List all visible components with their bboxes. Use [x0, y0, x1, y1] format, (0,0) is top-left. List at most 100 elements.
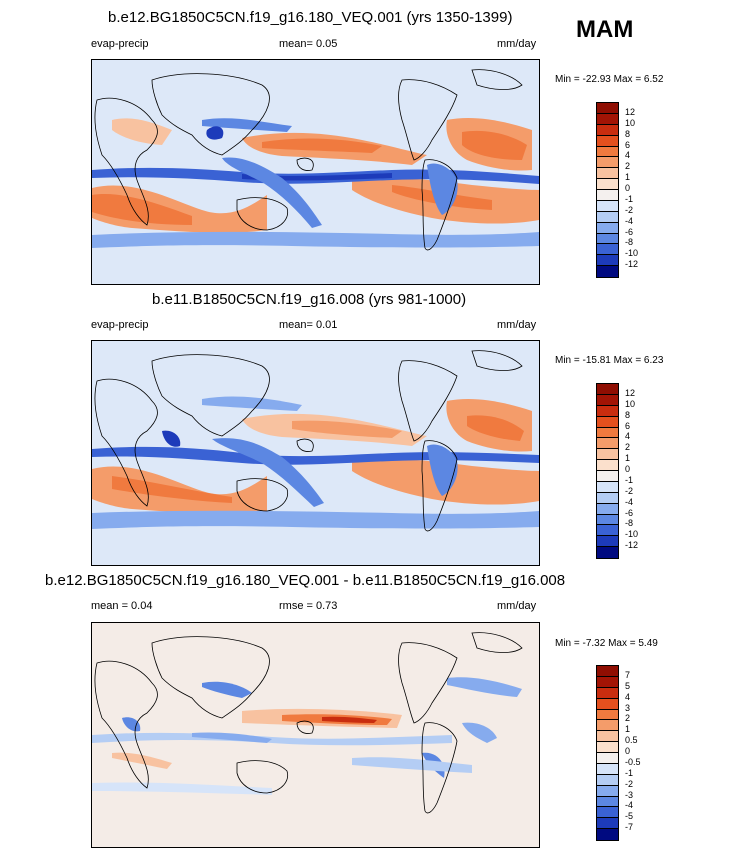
panel-2-colorbar: [596, 383, 619, 559]
colorbar-swatch: [597, 481, 618, 493]
panel-1-map: [91, 59, 540, 285]
colorbar-swatch: [597, 211, 618, 223]
panel-3-map: [91, 622, 540, 848]
colorbar-tick-label: 4: [625, 431, 631, 442]
colorbar-tick-label: -1: [625, 193, 634, 204]
panel-2-minmax: Min = -15.81 Max = 6.23: [555, 355, 664, 366]
colorbar-swatch: [597, 536, 618, 548]
colorbar-swatch: [597, 460, 618, 471]
colorbar-swatch: [597, 807, 618, 819]
panel-1-mean-label: mean= 0.05: [279, 38, 338, 50]
colorbar-tick-label: -1: [625, 767, 634, 778]
colorbar-swatch: [597, 190, 618, 201]
colorbar-tick-label: -4: [625, 496, 634, 507]
colorbar-swatch: [597, 731, 618, 743]
colorbar-tick-label: -6: [625, 226, 634, 237]
colorbar-swatch: [597, 514, 618, 526]
colorbar-swatch: [597, 547, 618, 558]
colorbar-swatch: [597, 255, 618, 267]
panel-2-variable-label: evap-precip: [91, 319, 149, 331]
colorbar-tick-label: 1: [625, 724, 631, 735]
colorbar-tick-label: 4: [625, 150, 631, 161]
colorbar-swatch: [597, 427, 618, 439]
colorbar-swatch: [597, 774, 618, 786]
colorbar-swatch: [597, 666, 618, 677]
colorbar-tick-label: 7: [625, 669, 631, 680]
colorbar-swatch: [597, 676, 618, 688]
colorbar-swatch: [597, 471, 618, 482]
colorbar-tick-label: -3: [625, 789, 634, 800]
colorbar-swatch: [597, 266, 618, 277]
colorbar-tick-label: -0.5: [625, 756, 641, 767]
colorbar-tick-label: -4: [625, 800, 634, 811]
panel-3-mean-label: mean = 0.04: [91, 600, 153, 612]
colorbar-swatch: [597, 222, 618, 234]
panel-1-minmax: Min = -22.93 Max = 6.52: [555, 74, 664, 85]
panel-2-title: b.e11.B1850C5CN.f19_g16.008 (yrs 981-100…: [152, 291, 467, 308]
panel-1-units-label: mm/day: [497, 38, 537, 50]
colorbar-swatch: [597, 785, 618, 797]
colorbar-tick-label: 10: [625, 398, 636, 409]
colorbar-swatch: [597, 405, 618, 417]
colorbar-swatch: [597, 763, 618, 775]
colorbar-tick-label: 1: [625, 453, 631, 464]
colorbar-tick-label: 2: [625, 442, 631, 453]
panel-1-variable-label: evap-precip: [91, 38, 149, 50]
season-label: MAM: [576, 16, 634, 43]
colorbar-tick-label: 0: [625, 464, 631, 474]
colorbar-tick-label: -10: [625, 529, 639, 540]
colorbar-swatch: [597, 438, 618, 450]
panel-2-mean-label: mean= 0.01: [279, 319, 338, 331]
colorbar-swatch: [597, 135, 618, 147]
colorbar-swatch: [597, 742, 618, 753]
panel-2-units-label: mm/day: [497, 319, 537, 331]
colorbar-tick-label: -2: [625, 485, 634, 496]
colorbar-tick-label: 10: [625, 117, 636, 128]
colorbar-swatch: [597, 146, 618, 158]
colorbar-swatch: [597, 124, 618, 136]
colorbar-tick-label: -6: [625, 507, 634, 518]
panel-1-colorbar: [596, 102, 619, 278]
colorbar-swatch: [597, 416, 618, 428]
colorbar-swatch: [597, 687, 618, 699]
colorbar-tick-label: -12: [625, 259, 639, 270]
colorbar-tick-label: 2: [625, 713, 631, 724]
colorbar-swatch: [597, 157, 618, 169]
colorbar-swatch: [597, 698, 618, 710]
colorbar-swatch: [597, 709, 618, 721]
colorbar-tick-label: 3: [625, 702, 631, 713]
colorbar-tick-label: 6: [625, 420, 631, 431]
colorbar-swatch: [597, 525, 618, 537]
colorbar-tick-label: 5: [625, 680, 631, 691]
colorbar-tick-label: -5: [625, 811, 634, 822]
colorbar-tick-label: -12: [625, 540, 639, 551]
colorbar-swatch: [597, 179, 618, 190]
colorbar-swatch: [597, 103, 618, 114]
colorbar-tick-label: -2: [625, 204, 634, 215]
colorbar-tick-label: -1: [625, 474, 634, 485]
colorbar-swatch: [597, 384, 618, 395]
panel-2-map: [91, 340, 540, 566]
colorbar-tick-label: 6: [625, 139, 631, 150]
colorbar-tick-label: 8: [625, 128, 631, 139]
colorbar-swatch: [597, 394, 618, 406]
panel-3-title: b.e12.BG1850C5CN.f19_g16.180_VEQ.001 - b…: [45, 572, 566, 589]
colorbar-swatch: [597, 492, 618, 504]
colorbar-tick-label: -2: [625, 778, 634, 789]
colorbar-tick-label: 0: [625, 746, 631, 756]
colorbar-swatch: [597, 829, 618, 840]
colorbar-tick-label: -4: [625, 215, 634, 226]
colorbar-swatch: [597, 200, 618, 212]
colorbar-swatch: [597, 753, 618, 764]
colorbar-tick-label: 8: [625, 409, 631, 420]
colorbar-tick-label: -8: [625, 518, 634, 529]
colorbar-swatch: [597, 449, 618, 461]
panel-3-rmse-label: rmse = 0.73: [279, 600, 338, 612]
panel-1-title: b.e12.BG1850C5CN.f19_g16.180_VEQ.001 (yr…: [108, 9, 513, 26]
colorbar-swatch: [597, 244, 618, 256]
colorbar-swatch: [597, 233, 618, 245]
panel-3-minmax: Min = -7.32 Max = 5.49: [555, 638, 658, 649]
colorbar-swatch: [597, 796, 618, 808]
colorbar-swatch: [597, 818, 618, 830]
colorbar-tick-label: -8: [625, 237, 634, 248]
